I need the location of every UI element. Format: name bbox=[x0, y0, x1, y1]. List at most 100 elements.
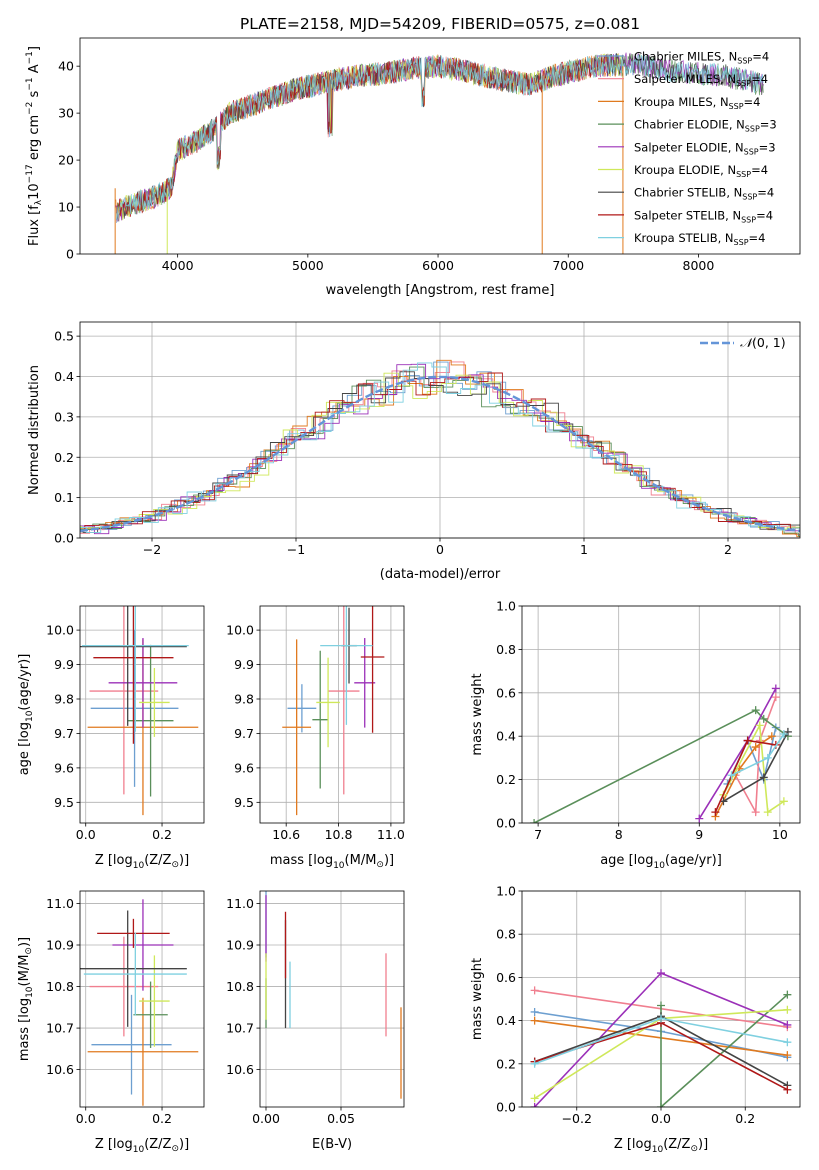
weight-marker bbox=[779, 730, 788, 739]
massweight_vs_age-axes: 7 8 9 10 0.0 0.2 0.4 0.6 0.8 1.0 bbox=[496, 599, 800, 842]
x-tick-label: −1 bbox=[287, 542, 305, 557]
weight-marker bbox=[530, 1007, 539, 1016]
label-part: 10 bbox=[27, 183, 42, 200]
label-part: )] bbox=[698, 1137, 708, 1152]
weight-marker bbox=[767, 732, 776, 741]
x-axis-label: Z [log10(Z/Z⊙)] bbox=[95, 853, 189, 871]
weight-line bbox=[698, 688, 777, 820]
label-part: =4 bbox=[756, 208, 773, 222]
y-tick-label: 10.8 bbox=[226, 979, 254, 994]
y-tick-label: 0.3 bbox=[54, 409, 74, 424]
age_vs_Z-axes: 0.0 0.2 9.5 9.6 9.7 9.8 9.9 10.0 bbox=[46, 606, 204, 842]
age_vs_Z-errorbars bbox=[80, 606, 199, 816]
x-tick-label: 11.0 bbox=[377, 827, 405, 842]
x-axis-label: Z [log10(Z/Z⊙)] bbox=[95, 1137, 189, 1155]
weight-marker bbox=[751, 743, 760, 752]
label-part: Chabrier ELODIE, N bbox=[634, 118, 745, 132]
label-part: Z [log bbox=[614, 1137, 652, 1152]
label-part: =4 bbox=[744, 95, 761, 109]
label-part: 10 bbox=[25, 710, 35, 722]
x-tick-label: 8000 bbox=[683, 258, 715, 273]
weight-marker bbox=[530, 1059, 539, 1068]
x-tick-label: 0.2 bbox=[735, 1111, 755, 1126]
y-tick-label: 11.0 bbox=[46, 896, 74, 911]
y-tick-label: 0.6 bbox=[496, 685, 516, 700]
y-tick-label: 1.0 bbox=[496, 884, 516, 899]
label-part: Kroupa STELIB, N bbox=[634, 231, 734, 245]
y-tick-label: 10.9 bbox=[46, 938, 74, 953]
axes-frame bbox=[259, 890, 405, 1108]
x-tick-label: 9 bbox=[695, 827, 703, 842]
label-part: SSP bbox=[745, 125, 760, 134]
x-tick-label: 0.0 bbox=[651, 1111, 671, 1126]
x-tick-label: 8 bbox=[615, 827, 623, 842]
mass_vs_Z-axes: 0.0 0.2 10.6 10.7 10.8 10.9 11.0 bbox=[46, 891, 204, 1126]
y-tick-label: 11.0 bbox=[226, 896, 254, 911]
label-part: =4 bbox=[751, 163, 768, 177]
label-part: ⊙ bbox=[24, 947, 34, 955]
weight-marker bbox=[657, 1014, 665, 1023]
label-part: ] bbox=[27, 46, 42, 51]
residuals-axes: −2 −1 0 1 2 0.0 0.1 0.2 0.3 0.4 0.5 bbox=[54, 322, 800, 557]
label-part: =4 bbox=[749, 231, 766, 245]
label-part: ⊙ bbox=[376, 860, 384, 870]
y-tick-label: 9.5 bbox=[54, 795, 74, 810]
weight-marker bbox=[783, 1085, 792, 1094]
x-tick-label: 4000 bbox=[162, 258, 194, 273]
weight-marker bbox=[751, 706, 760, 715]
weight-marker bbox=[759, 773, 768, 782]
x-tick-label: −2 bbox=[143, 542, 161, 557]
weight-line bbox=[660, 994, 788, 1107]
label-part: Flux [f bbox=[27, 205, 42, 246]
legend-entry: Chabrier STELIB, NSSP=4 bbox=[634, 186, 774, 202]
label-part: ⊙ bbox=[171, 860, 179, 870]
axes-frame bbox=[521, 605, 801, 824]
y-tick-label: 9.9 bbox=[54, 657, 74, 672]
label-part: =3 bbox=[759, 140, 776, 154]
label-part: 10 bbox=[133, 1145, 145, 1155]
label-part: s bbox=[27, 90, 42, 101]
x-axis-label: (data-model)/error bbox=[380, 567, 501, 582]
y-tick-label: 0.4 bbox=[496, 1013, 516, 1028]
weight-marker bbox=[530, 1016, 539, 1025]
axes-frame bbox=[521, 890, 801, 1108]
label-part: mass [log bbox=[270, 853, 333, 868]
histogram-step bbox=[80, 372, 800, 530]
massweight_vs_age-series bbox=[530, 684, 792, 823]
x-tick-label: 0.0 bbox=[76, 1111, 96, 1126]
weight-marker bbox=[657, 1103, 665, 1107]
label-part: SSP bbox=[744, 147, 759, 156]
weight-marker bbox=[743, 736, 752, 745]
weight-marker bbox=[755, 736, 764, 745]
label-part: =4 bbox=[752, 50, 769, 64]
label-part: Kroupa ELODIE, N bbox=[634, 163, 736, 177]
y-tick-label: 10.8 bbox=[46, 979, 74, 994]
x-tick-label: 7000 bbox=[552, 258, 584, 273]
weight-marker bbox=[657, 969, 665, 978]
y-tick-label: 10.7 bbox=[226, 1021, 254, 1036]
age_vs_mass-errorbars bbox=[282, 606, 385, 816]
label-part: age [log bbox=[17, 722, 32, 775]
y-tick-label: 0.5 bbox=[54, 329, 74, 344]
label-part: Z [log bbox=[95, 1137, 133, 1152]
weight-marker bbox=[783, 1038, 792, 1047]
label-part: (0, 1) bbox=[752, 335, 786, 350]
x-axis-label: Z [log10(Z/Z⊙)] bbox=[614, 1137, 708, 1155]
x-axis-label: age [log10(age/yr)] bbox=[600, 853, 722, 871]
x-tick-label: 5000 bbox=[292, 258, 324, 273]
legend-entry: Kroupa ELODIE, NSSP=4 bbox=[634, 163, 768, 179]
y-tick-label: 10.0 bbox=[226, 623, 254, 638]
weight-line bbox=[714, 735, 773, 817]
y-tick-label: 10.6 bbox=[226, 1062, 254, 1077]
y-tick-label: 0.0 bbox=[54, 531, 74, 546]
weight-marker bbox=[530, 1103, 539, 1107]
x-tick-label: −0.2 bbox=[562, 1111, 592, 1126]
y-tick-label: 0.8 bbox=[496, 642, 516, 657]
weight-marker bbox=[727, 771, 736, 780]
label-part: SSP bbox=[736, 170, 751, 179]
weight-marker bbox=[657, 1001, 665, 1010]
y-tick-label: 10.9 bbox=[226, 938, 254, 953]
y-tick-label: 1.0 bbox=[496, 599, 516, 614]
weight-marker bbox=[779, 797, 788, 806]
